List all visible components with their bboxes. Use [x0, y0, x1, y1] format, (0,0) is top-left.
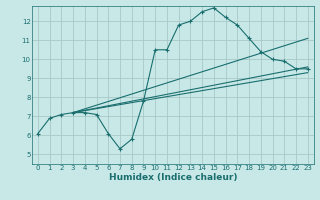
X-axis label: Humidex (Indice chaleur): Humidex (Indice chaleur): [108, 173, 237, 182]
